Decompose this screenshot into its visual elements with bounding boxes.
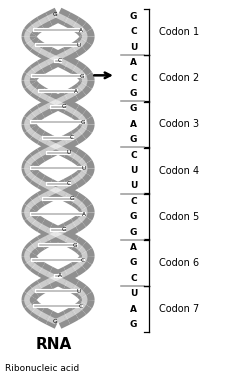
Text: A: A: [130, 58, 137, 67]
Text: Codon 7: Codon 7: [159, 304, 199, 314]
Text: A: A: [58, 273, 62, 278]
Text: C: C: [130, 274, 137, 283]
Text: G: G: [61, 227, 66, 232]
Text: Codon 1: Codon 1: [159, 27, 199, 37]
Text: A: A: [130, 120, 137, 129]
Text: Codon 5: Codon 5: [159, 212, 199, 222]
Text: Codon 4: Codon 4: [159, 165, 199, 175]
Text: G: G: [53, 12, 57, 17]
Text: Codon 3: Codon 3: [159, 119, 199, 129]
Text: G: G: [130, 212, 137, 221]
Text: C: C: [58, 58, 62, 63]
Text: C: C: [79, 304, 83, 309]
Text: G: G: [70, 196, 74, 201]
Text: G: G: [130, 135, 137, 144]
Text: U: U: [76, 43, 81, 48]
Text: C: C: [130, 28, 137, 36]
Text: G: G: [73, 243, 78, 248]
Text: G: G: [130, 12, 137, 21]
Text: Ribonucleic acid: Ribonucleic acid: [5, 364, 79, 373]
Text: U: U: [66, 151, 70, 155]
Text: G: G: [130, 228, 137, 236]
Text: A: A: [82, 212, 86, 217]
Text: G: G: [61, 104, 66, 109]
Text: G: G: [130, 104, 137, 113]
Text: G: G: [130, 258, 137, 267]
Text: G: G: [130, 320, 137, 329]
Text: A: A: [79, 28, 83, 32]
Text: U: U: [130, 43, 137, 52]
Text: U: U: [82, 166, 86, 171]
Text: A: A: [74, 89, 78, 94]
Text: G: G: [80, 74, 85, 79]
Text: G: G: [130, 89, 137, 98]
Text: A: A: [130, 243, 137, 252]
Text: G: G: [53, 319, 57, 324]
Text: U: U: [130, 181, 137, 190]
Text: Codon 2: Codon 2: [159, 73, 199, 83]
Text: U: U: [76, 289, 81, 294]
Text: G: G: [81, 120, 86, 125]
Text: A: A: [130, 304, 137, 314]
Text: C: C: [70, 135, 74, 140]
Text: C: C: [66, 181, 70, 186]
Text: U: U: [130, 166, 137, 175]
Text: C: C: [81, 258, 85, 263]
Text: Codon 6: Codon 6: [159, 258, 199, 268]
Text: C: C: [130, 74, 137, 83]
Text: C: C: [130, 197, 137, 206]
Text: RNA: RNA: [36, 337, 72, 353]
Text: C: C: [130, 151, 137, 160]
Text: U: U: [130, 289, 137, 298]
